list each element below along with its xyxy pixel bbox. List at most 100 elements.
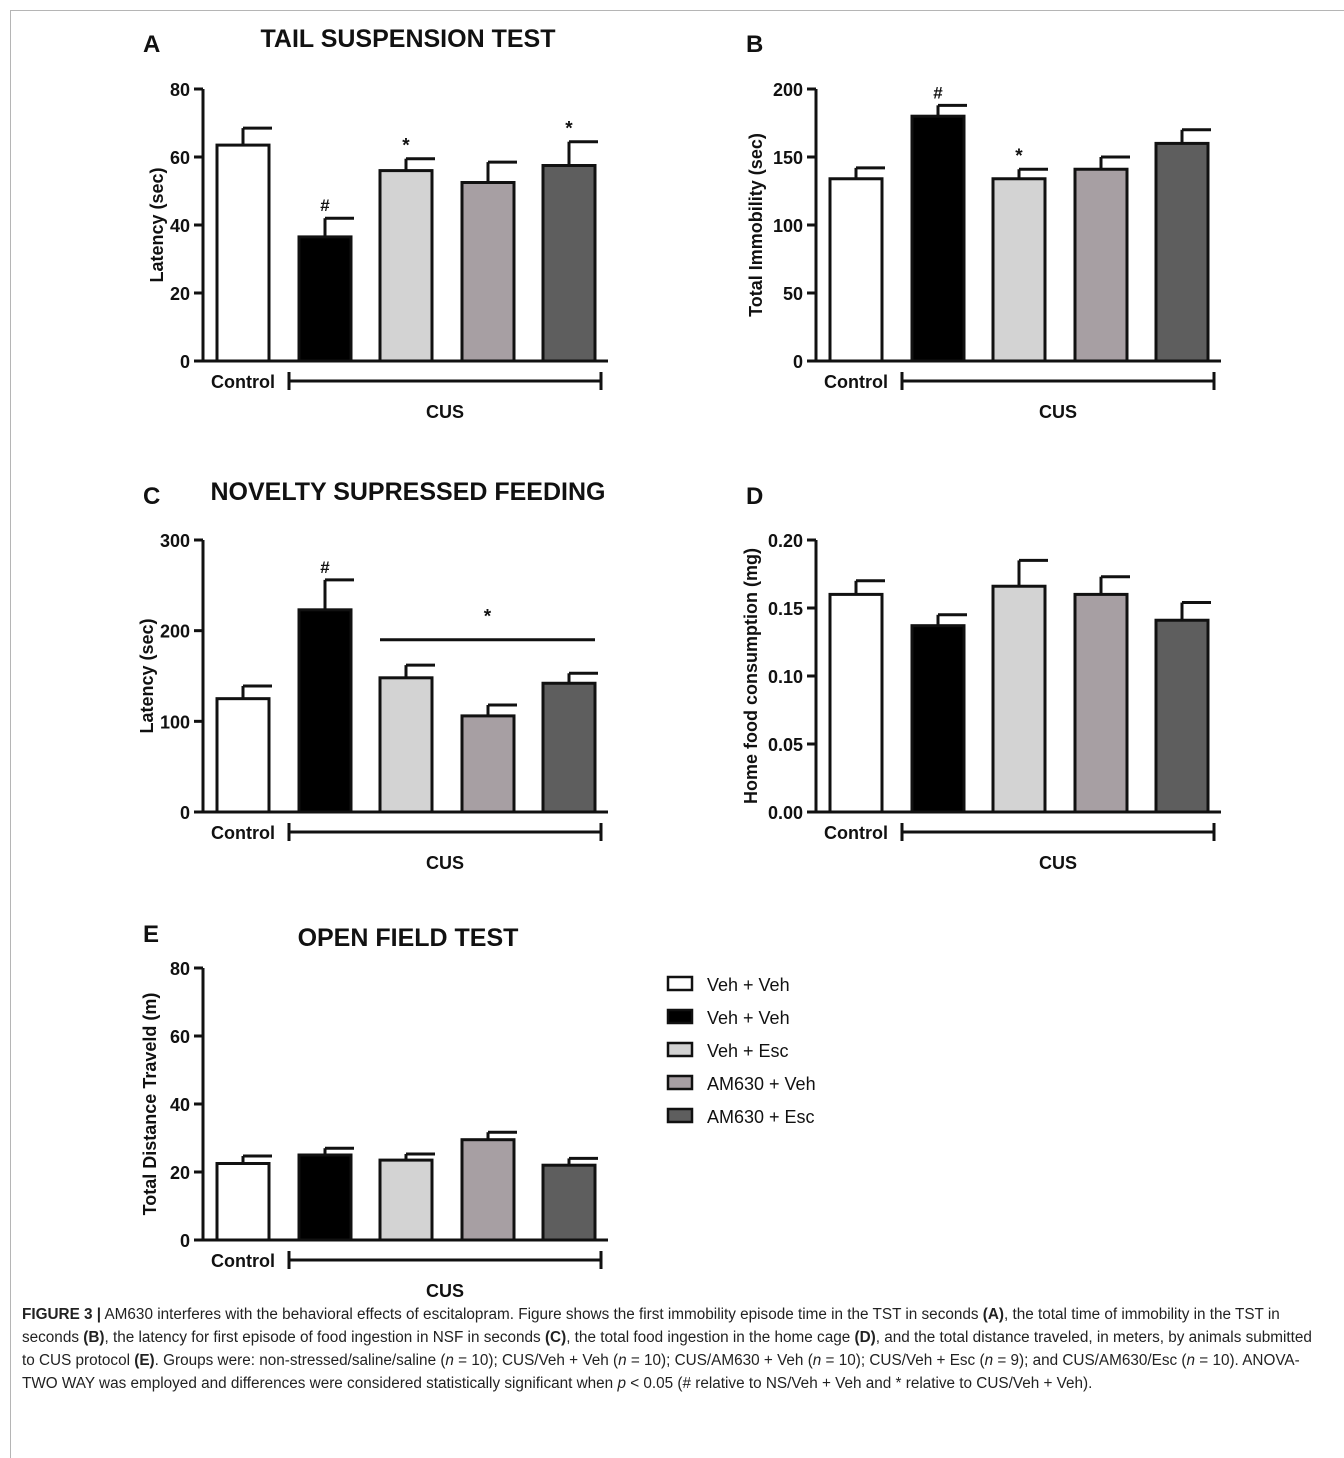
x-label-control: Control [211,1251,275,1271]
legend: Veh + Veh Veh + Veh Veh + Esc AM630 + Veh AM… [666,975,816,1127]
y-tick-label: 0.05 [768,735,803,755]
figure-frame [10,10,1344,1458]
legend-label: Veh + Esc [707,1041,789,1061]
chart-panel-d: D 0.00 0.05 0.10 0.15 0.20 Home food consumpti… [741,483,1221,873]
caption-n: n [1186,1352,1196,1369]
legend-swatch [666,975,694,992]
bar [215,1162,271,1242]
y-tick-label: 40 [170,1095,190,1115]
panel-letter: C [143,483,160,510]
caption-n: n [618,1352,627,1369]
x-label-group: CUS [1039,853,1077,873]
y-tick-label: 0.20 [768,531,803,551]
y-tick-label: 0 [793,352,803,372]
x-label-control: Control [211,372,275,392]
x-label-control: Control [211,823,275,843]
y-tick-label: 80 [170,80,190,100]
bar [297,608,353,814]
bar [378,676,434,814]
caption-n: n [984,1352,994,1369]
panel-letter: B [746,31,763,58]
caption-text: AM630 interferes with the behavioral eff… [101,1306,983,1323]
y-tick-label: 60 [170,1027,190,1047]
bar [541,1163,597,1242]
legend-label: Veh + Veh [707,975,790,995]
caption-text: , and the total distance traveled, in me… [22,1329,1312,1369]
y-tick-label: 0 [180,352,190,372]
x-label-group: CUS [1039,402,1077,422]
caption-p: p [617,1375,626,1392]
panel-letter: D [746,483,763,510]
y-tick-label: 200 [160,622,190,642]
figure-canvas: A TAIL SUSPENSION TEST 0 20 40 60 80 Latency (s… [137,25,1221,1300]
panel-title: NOVELTY SUPRESSED FEEDING [211,478,606,506]
caption-ref-d: (D) [854,1329,876,1346]
significance-mark: # [320,196,330,215]
x-label-control: Control [824,823,888,843]
caption-n: n [445,1352,454,1369]
caption-ref-a: (A) [982,1306,1005,1323]
legend-label: AM630 + Veh [707,1074,816,1094]
y-tick-label: 200 [773,80,803,100]
significance-mark: # [320,558,330,577]
bar [991,584,1047,814]
bar [828,177,884,363]
y-tick-label: 0.00 [768,803,803,823]
bar [460,181,516,363]
x-label-group: CUS [426,402,464,422]
y-tick-label: 60 [170,148,190,168]
y-tick-label: 20 [170,284,190,304]
y-tick-label: 20 [170,1163,190,1183]
significance-mark: * [1015,146,1023,167]
significance-mark: * [565,119,573,140]
panel-letter: E [143,921,159,948]
caption-text: = 9); and CUS/AM630/Esc ( [993,1352,1187,1369]
bar [828,592,884,814]
bar [460,714,516,814]
caption-text: , the total time of immobility in the TS… [22,1306,1280,1346]
caption-label: FIGURE 3 | [22,1306,102,1323]
y-tick-label: 0.15 [768,599,803,619]
y-tick-label: 0.10 [768,667,803,687]
bar [378,169,434,363]
caption-text: = 10); CUS/Veh + Esc ( [821,1352,985,1369]
bar [991,177,1047,363]
chart-panel-b: B 0 50 100 150 200 Total Immobility (sec) # * Con… [746,31,1221,422]
y-tick-label: 100 [160,712,190,732]
legend-swatch [666,1107,694,1124]
bar [541,164,597,363]
y-axis-label: Total Distance Traveld (m) [140,993,160,1216]
caption-n: n [812,1352,822,1369]
caption-text: . Groups were: non-stressed/saline/salin… [154,1352,446,1369]
y-tick-label: 300 [160,531,190,551]
panel-title: TAIL SUSPENSION TEST [261,25,556,53]
panel-letter: A [143,31,160,58]
caption-text: , the latency for first episode of food … [104,1329,545,1346]
x-label-control: Control [824,372,888,392]
chart-panel-c: C NOVELTY SUPRESSED FEEDING 0 100 200 300 Late… [137,478,608,873]
bar [215,143,271,363]
caption-text: = 10). ANOVA-TWO WAY was employed and di… [22,1352,1300,1392]
caption-ref-c: (C) [544,1329,567,1346]
bar [297,1153,353,1242]
figure-caption: FIGURE 3 | AM630 interferes with the beh… [22,1303,1326,1395]
significance-mark: # [933,83,943,102]
legend-swatch [666,1008,694,1025]
y-tick-label: 0 [180,1231,190,1251]
legend-label: Veh + Veh [707,1008,790,1028]
bar [910,114,966,363]
chart-panel-e: E OPEN FIELD TEST 0 20 40 60 80 Total Distance … [140,921,608,1300]
x-label-group: CUS [426,853,464,873]
y-axis-label: Home food consumption (mg) [741,548,761,804]
panel-title: OPEN FIELD TEST [298,924,519,952]
y-axis-label: Total Immobility (sec) [746,133,766,317]
legend-swatch [666,1041,694,1058]
legend-label: AM630 + Esc [707,1107,815,1127]
bar [1154,618,1210,814]
y-axis-label: Latency (sec) [137,618,157,733]
bar [541,681,597,814]
x-label-group: CUS [426,1281,464,1300]
legend-swatch [666,1074,694,1091]
significance-mark: * [402,136,410,157]
y-tick-label: 80 [170,959,190,979]
